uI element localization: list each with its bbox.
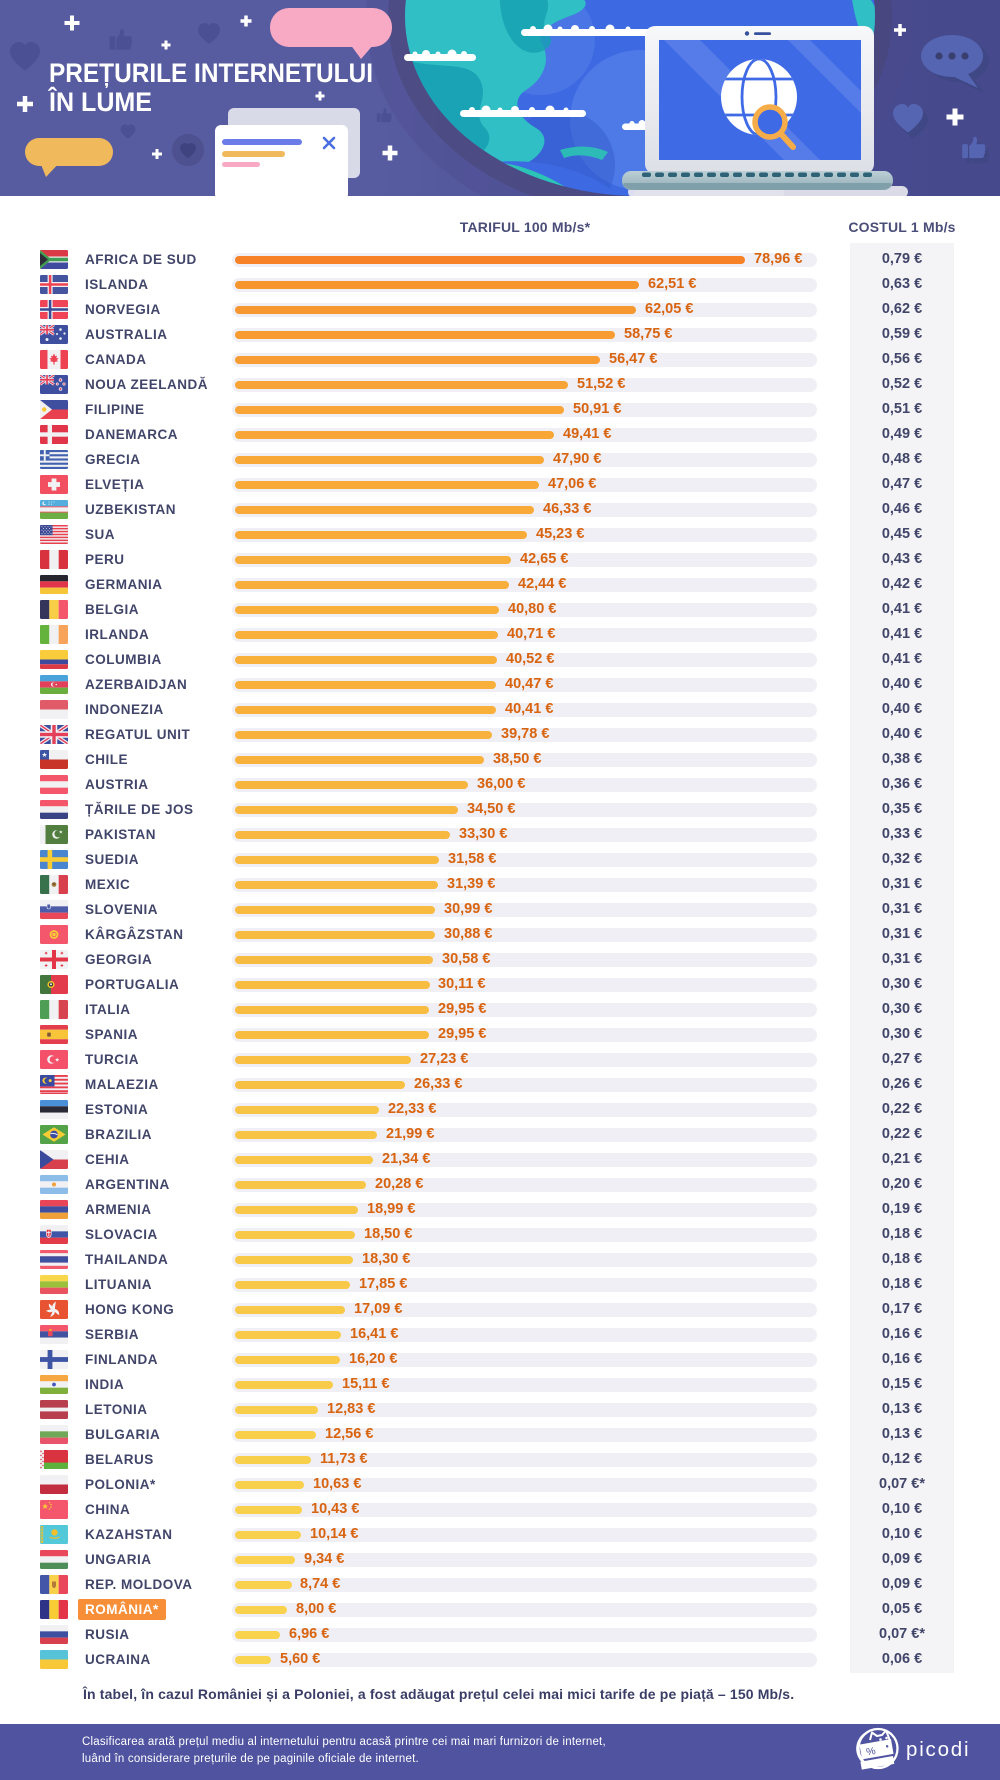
svg-text:%: %: [865, 1745, 876, 1758]
svg-text:PREȚURILE INTERNETULUI: PREȚURILE INTERNETULUI: [49, 58, 373, 88]
svg-text:ÎN LUME: ÎN LUME: [47, 86, 152, 117]
svg-text:picodi: picodi: [906, 1738, 970, 1761]
